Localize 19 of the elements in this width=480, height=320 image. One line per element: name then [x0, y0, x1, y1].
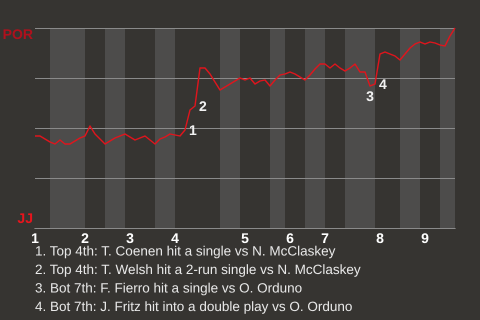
annotation: 3: [366, 88, 374, 104]
x-tick-label: 3: [126, 230, 134, 246]
annotation: 2: [199, 98, 207, 114]
x-tick-label: 5: [241, 230, 250, 246]
annotation: 4: [379, 76, 387, 92]
x-tick-label: 9: [421, 230, 430, 246]
text: 4. Bot 7th: J. Fritz hit into a double play vs O. Orduno: [35, 299, 352, 314]
text: JJ: [17, 210, 33, 226]
text: 3. Bot 7th: F. Fierro hit a single vs O. Orduno: [35, 280, 302, 296]
x-tick-label: 8: [376, 230, 384, 246]
x-tick-label: 7: [321, 230, 330, 246]
x-tick-label: 1: [31, 230, 40, 246]
annotation: 1: [189, 122, 197, 138]
x-tick-label: 2: [81, 230, 90, 246]
text: POR: [2, 26, 33, 42]
text: 1. Top 4th: T. Coenen hit a single vs N. McClaskey: [35, 244, 336, 258]
x-tick-label: 6: [286, 230, 294, 246]
x-tick-label: 4: [171, 230, 180, 246]
text: 2. Top 4th: T. Welsh hit a 2-run single vs N. McClaskey: [35, 262, 361, 277]
